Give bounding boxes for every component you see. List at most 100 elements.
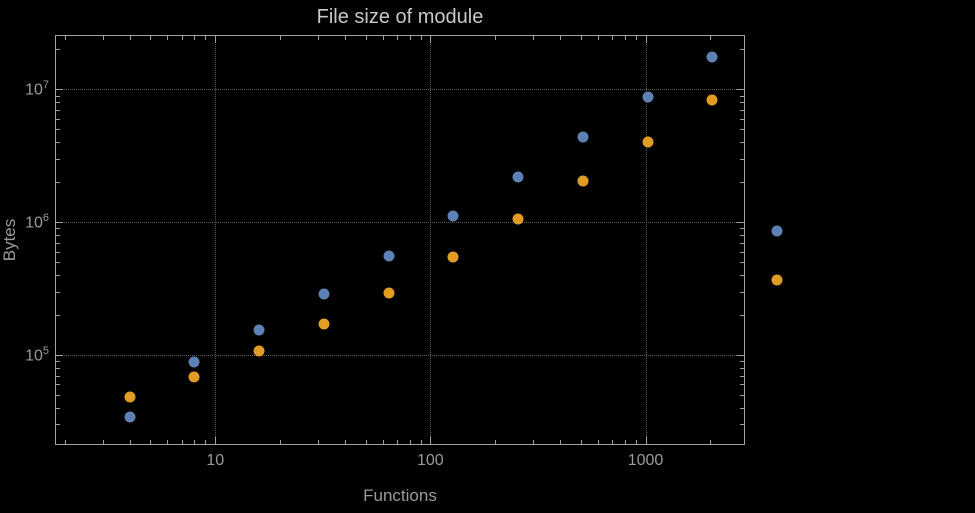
x-tick-mark [205,36,207,40]
data-point-blue [642,91,654,103]
y-tick-mark [740,142,744,144]
y-tick-mark [56,361,60,363]
x-tick-mark [181,36,183,40]
y-tick-mark [740,182,744,184]
x-gridline [430,35,432,445]
plot-frame [55,35,745,445]
data-point-blue [318,288,330,300]
y-gridline [55,355,745,356]
x-tick-mark [430,437,432,444]
x-gridline [645,35,647,445]
data-point-orange [318,318,330,330]
x-tick-mark [279,440,281,444]
data-point-orange [642,136,654,148]
y-tick-mark [740,394,744,396]
x-tick-mark [559,440,561,444]
x-tick-mark [580,36,582,40]
y-tick-mark [740,361,744,363]
y-tick-mark [56,118,60,120]
y-tick-mark [56,158,60,160]
y-tick-mark [56,242,60,244]
x-tick-mark [624,440,626,444]
x-tick-mark [102,36,104,40]
y-tick-mark [737,355,744,356]
y-tick-mark [56,394,60,396]
y-tick-mark [56,129,60,131]
y-tick-mark [740,375,744,377]
y-tick-mark [740,424,744,426]
y-tick-label: 105 [25,345,49,365]
y-tick-mark [740,158,744,160]
y-tick-mark [56,424,60,426]
y-tick-mark [740,228,744,230]
data-point-blue [577,131,589,143]
y-tick-mark [740,384,744,386]
y-tick-mark [56,142,60,144]
x-tick-mark [150,36,152,40]
x-tick-mark [129,36,131,40]
x-tick-label: 10 [206,452,225,469]
x-tick-mark [167,36,169,40]
x-tick-mark [317,36,319,40]
y-tick-mark [740,118,744,120]
x-tick-mark [215,36,217,43]
data-point-orange [124,391,136,403]
y-tick-mark [740,315,744,317]
data-point-orange [512,213,524,225]
y-tick-label: 106 [25,212,49,232]
x-tick-label: 100 [417,452,444,469]
data-point-orange [188,371,200,383]
y-tick-mark [740,407,744,409]
x-tick-mark [382,440,384,444]
x-tick-mark [612,440,614,444]
y-tick-mark [740,102,744,104]
x-tick-mark [150,440,152,444]
data-point-orange [447,251,459,263]
y-tick-mark [740,251,744,253]
y-tick-mark [737,89,744,91]
x-tick-mark [365,36,367,40]
data-point-blue [188,356,200,368]
x-tick-mark [710,36,712,40]
y-tick-mark [737,222,744,224]
x-tick-mark [533,440,535,444]
data-point-blue [512,171,524,183]
x-tick-mark [635,36,637,40]
x-tick-mark [495,440,497,444]
x-tick-mark [430,36,432,43]
y-tick-mark [56,222,63,224]
y-tick-mark [56,110,60,111]
x-tick-mark [597,36,599,40]
x-gridline [215,35,217,445]
x-tick-mark [533,36,535,40]
y-tick-mark [56,384,60,386]
x-tick-mark [317,440,319,444]
x-tick-mark [215,437,217,444]
y-tick-mark [740,95,744,97]
y-tick-mark [740,242,744,244]
y-tick-label: 107 [25,79,49,99]
data-point-orange [577,175,589,187]
x-tick-mark [279,36,281,40]
y-tick-mark [740,49,744,51]
y-tick-mark [56,182,60,184]
x-tick-mark [194,36,196,40]
data-point-blue [706,51,718,63]
x-axis-label: Functions [363,486,437,505]
y-gridline [55,89,745,91]
y-tick-mark [740,110,744,111]
x-tick-mark [612,36,614,40]
y-tick-mark [740,129,744,131]
data-point-blue [253,324,265,336]
x-tick-mark [344,36,346,40]
data-point-blue [771,225,783,237]
x-tick-mark [409,36,411,40]
x-tick-mark [397,36,399,40]
y-tick-mark [740,235,744,237]
x-tick-mark [365,440,367,444]
y-tick-mark [56,102,60,104]
x-tick-mark [420,440,422,444]
y-tick-mark [56,375,60,377]
y-tick-mark [56,355,63,356]
y-tick-mark [56,291,60,293]
